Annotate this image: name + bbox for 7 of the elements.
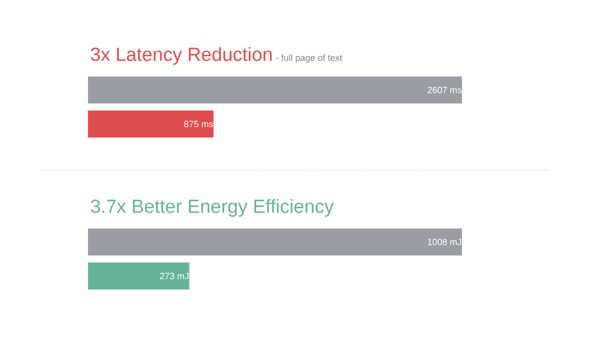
data-label: 1008 mJ <box>428 238 462 246</box>
data-label: 273 mJ <box>160 272 188 280</box>
chart-title: 3x Latency Reduction <box>90 47 272 65</box>
data-label: 2607 ms <box>428 86 462 94</box>
chart-subtitle: - full page of text <box>276 54 342 63</box>
chart-title: 3.7x Better Energy Efficiency <box>90 199 334 217</box>
data-label: 875 ms <box>184 120 213 128</box>
